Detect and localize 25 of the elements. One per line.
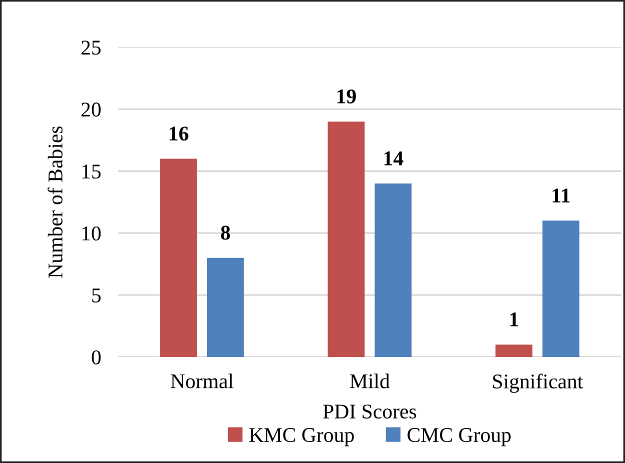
x-tick-label: Mild [350, 374, 390, 388]
data-label: 14 [384, 151, 404, 166]
data-label: 11 [552, 188, 570, 202]
legend-label: CMC Group [408, 428, 511, 446]
y-tick-label: 0 [92, 350, 101, 364]
y-tick-label: 10 [82, 226, 101, 241]
bar [207, 258, 244, 357]
y-tick-label: 5 [92, 288, 101, 302]
y-tick-label: 20 [82, 102, 101, 117]
bar [374, 184, 412, 357]
data-label: 1 [510, 312, 518, 326]
y-axis-title: Number of Babies [48, 126, 63, 278]
data-label: 8 [220, 226, 230, 240]
y-tick-label: 15 [82, 164, 101, 179]
y-tick-label: 25 [82, 40, 101, 55]
x-axis-title: PDI Scores [323, 404, 416, 419]
data-label: 19 [337, 89, 356, 104]
bar [328, 122, 365, 357]
legend-label: KMC Group [249, 428, 354, 446]
bar [542, 220, 580, 357]
data-label: 16 [170, 126, 188, 141]
bar [495, 344, 532, 357]
x-tick-label: Normal [170, 374, 234, 388]
x-tick-label: Significant [493, 374, 583, 393]
bar [160, 158, 197, 357]
